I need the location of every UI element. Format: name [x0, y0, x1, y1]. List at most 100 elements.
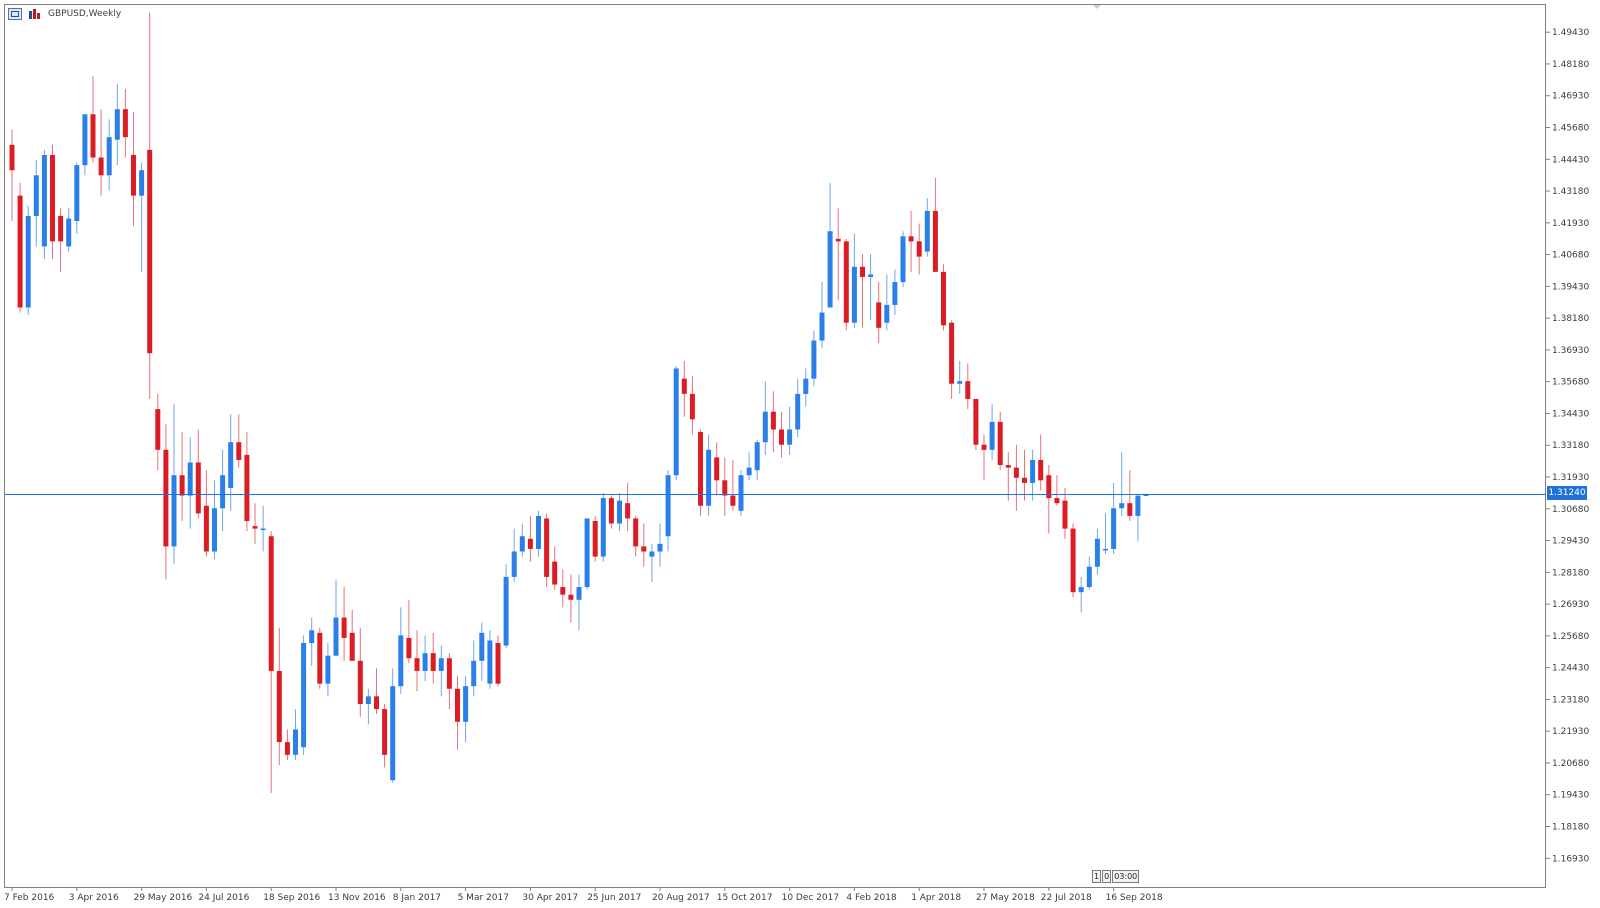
bull-candle	[989, 404, 995, 460]
x-tick-label: 3 Apr 2016	[69, 893, 119, 903]
candle-body	[147, 149, 153, 354]
x-tick-label: 7 Feb 2016	[4, 893, 55, 903]
bull-candle	[1030, 449, 1036, 501]
candle-body	[795, 393, 801, 430]
bull-candle	[665, 470, 671, 552]
candle-body	[617, 500, 622, 524]
candle-body	[406, 637, 412, 659]
bull-candle	[260, 505, 266, 552]
candle-body	[187, 462, 193, 496]
y-tick-label: 1.21930	[1552, 727, 1589, 737]
candle-body	[163, 449, 169, 547]
tf-button-3[interactable]: 03:00	[1112, 870, 1140, 883]
plot-area-border	[4, 4, 1546, 888]
timeframe-box[interactable]: 1 0 03:00	[1092, 870, 1140, 883]
x-tick-label: 24 Jul 2016	[198, 893, 249, 903]
candle-body	[706, 449, 712, 506]
x-tick-label: 27 May 2018	[976, 893, 1035, 903]
candle-body	[90, 114, 96, 158]
bear-candle	[714, 442, 720, 496]
bull-candle	[422, 635, 428, 682]
y-tick-label: 1.28180	[1552, 568, 1589, 578]
bear-candle	[155, 393, 161, 471]
candle-body	[835, 238, 841, 242]
bear-candle	[163, 424, 169, 580]
bear-candle	[374, 668, 379, 715]
candle-body	[203, 505, 209, 552]
bear-candle	[430, 632, 436, 684]
bull-candle	[471, 640, 477, 697]
bear-candle	[276, 627, 282, 765]
candle-body	[357, 660, 363, 704]
candle-body	[1046, 475, 1052, 499]
candle-body	[390, 686, 396, 781]
y-tick-label: 1.26930	[1552, 600, 1589, 610]
bull-candle	[819, 282, 825, 349]
tf-button-1[interactable]: 1	[1092, 870, 1102, 883]
y-tick-label: 1.48180	[1552, 60, 1589, 70]
candle-body	[309, 630, 315, 643]
bull-candle	[212, 480, 217, 560]
candle-body	[608, 498, 614, 524]
candle-body	[949, 322, 955, 384]
bear-candle	[835, 208, 841, 300]
bull-candle	[1111, 482, 1117, 555]
bull-candle	[617, 493, 622, 532]
candle-body	[317, 632, 323, 684]
bear-candle	[730, 459, 736, 511]
candle-body	[479, 632, 485, 661]
bear-candle	[382, 703, 388, 768]
candle-body	[625, 503, 631, 519]
bull-candle	[924, 198, 930, 257]
y-tick-label: 1.40680	[1552, 251, 1589, 261]
candle-body	[665, 475, 671, 537]
tf-button-2[interactable]: 0	[1102, 870, 1112, 883]
bear-candle	[341, 587, 347, 661]
bear-candle	[876, 282, 882, 344]
candle-body	[139, 170, 145, 196]
candle-body	[973, 398, 979, 445]
candle-body	[82, 114, 88, 166]
bull-candle	[1135, 495, 1141, 542]
bear-candle	[495, 635, 501, 687]
y-tick-label: 1.43180	[1552, 187, 1589, 197]
candles-icon	[28, 8, 42, 20]
y-tick-label: 1.20680	[1552, 759, 1589, 769]
candle-body	[1054, 498, 1060, 504]
bull-candle	[220, 449, 226, 532]
y-tick-label: 1.29430	[1552, 537, 1589, 547]
y-tick-label: 1.31930	[1552, 473, 1589, 483]
y-tick-label: 1.33180	[1552, 441, 1589, 451]
y-tick-label: 1.18180	[1552, 823, 1589, 833]
bull-candle	[333, 579, 339, 656]
x-tick-label: 8 Jan 2017	[393, 893, 441, 903]
candle-body	[430, 653, 436, 671]
candle-body	[714, 457, 720, 481]
candle-body	[770, 411, 776, 430]
bull-candle	[754, 439, 760, 481]
bull-candle	[892, 269, 898, 316]
bull-candle	[795, 378, 801, 438]
x-tick-label: 15 Oct 2017	[717, 893, 773, 903]
candle-body	[1086, 566, 1092, 588]
candle-body	[730, 495, 736, 506]
bear-candle	[268, 531, 274, 793]
bull-candle	[463, 676, 469, 743]
bear-candle	[608, 495, 614, 529]
bull-candle	[228, 414, 234, 511]
candle-body	[220, 475, 226, 509]
bull-candle	[868, 254, 874, 321]
bear-candle	[50, 144, 55, 260]
bear-candle	[455, 676, 460, 750]
bear-candle	[1022, 449, 1027, 501]
candle-body	[131, 154, 136, 196]
candle-body	[576, 587, 582, 600]
x-tick-label: 18 Sep 2016	[263, 893, 320, 903]
candle-body	[1013, 467, 1019, 478]
candle-body	[900, 236, 906, 283]
bear-candle	[147, 12, 153, 399]
candle-body	[916, 241, 922, 257]
bear-candle	[770, 391, 776, 453]
bull-candle	[1086, 556, 1092, 590]
